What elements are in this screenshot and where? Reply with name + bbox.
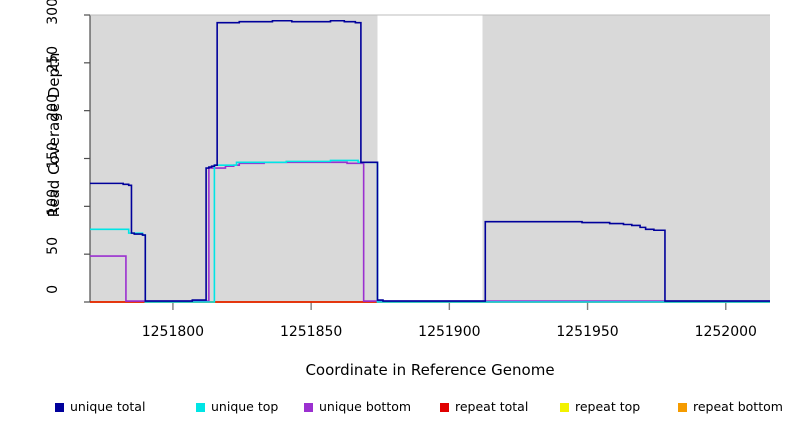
square-swatch <box>678 402 687 412</box>
x-axis-title: Coordinate in Reference Genome <box>305 361 555 379</box>
chart-legend: unique total unique top unique bottom repea… <box>0 398 792 418</box>
legend-item[interactable]: repeat bottom <box>678 398 783 416</box>
x-tick-label: 1251850 <box>279 324 343 340</box>
square-swatch <box>560 402 569 412</box>
series-line <box>90 19 770 302</box>
legend-label: repeat bottom <box>693 399 783 414</box>
legend-item[interactable]: unique bottom <box>304 398 411 416</box>
legend-item[interactable]: unique top <box>196 398 278 416</box>
legend-label: unique top <box>211 399 279 414</box>
square-swatch <box>304 402 313 412</box>
square-swatch <box>196 402 205 412</box>
legend-label: unique total <box>70 399 146 414</box>
legend-label: unique bottom <box>319 399 412 414</box>
legend-label: repeat total <box>455 399 529 414</box>
square-swatch <box>55 402 64 412</box>
shaded-region <box>90 15 378 302</box>
square-swatch <box>440 402 449 412</box>
x-tick-label: 1251800 <box>141 324 205 340</box>
x-tick-label: 1251900 <box>418 324 481 340</box>
legend-item[interactable]: repeat top <box>560 398 640 416</box>
shaded-region <box>482 15 770 302</box>
x-tick-label: 1252000 <box>694 324 757 340</box>
legend-label: repeat top <box>575 399 641 414</box>
legend-item[interactable]: repeat total <box>440 398 528 416</box>
legend-item[interactable]: unique total <box>55 398 145 416</box>
x-tick-label: 1251950 <box>556 324 619 340</box>
